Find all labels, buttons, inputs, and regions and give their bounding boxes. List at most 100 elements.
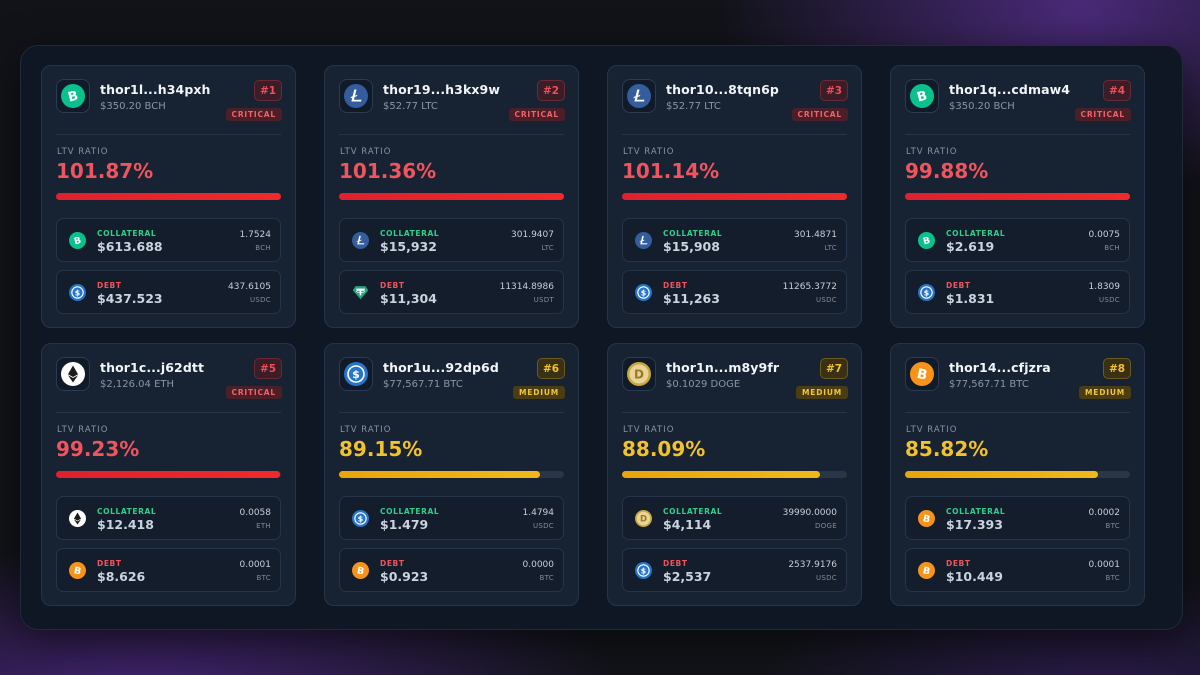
collateral-amount: 0.0075 bbox=[1088, 230, 1121, 240]
position-card[interactable]: thor10...8tqn6p $52.77 LTC #3 CRITICAL L… bbox=[607, 65, 862, 328]
ltv-progress-fill bbox=[339, 471, 540, 478]
ltv-progress-fill bbox=[622, 471, 821, 478]
debt-amount: 0.0001 bbox=[1088, 560, 1121, 570]
ltc-icon bbox=[352, 232, 369, 249]
position-card[interactable]: thor1c...j62dtt $2,126.04 ETH #5 CRITICA… bbox=[41, 343, 296, 606]
rank-badge: #5 bbox=[254, 358, 282, 379]
debt-unit: USDC bbox=[815, 574, 837, 582]
debt-amount: 0.0000 bbox=[522, 560, 555, 570]
ltv-progress-fill bbox=[622, 193, 847, 200]
wallet-address[interactable]: thor10...8tqn6p bbox=[666, 82, 779, 97]
collateral-amount: 301.9407 bbox=[511, 230, 554, 240]
wallet-address[interactable]: thor1l...h34pxh bbox=[100, 82, 211, 97]
debt-value: $8.626 bbox=[97, 569, 146, 584]
collateral-unit: BTC bbox=[1105, 522, 1120, 530]
svg-text:B: B bbox=[916, 89, 929, 106]
wallet-address[interactable]: thor1n...m8y9fr bbox=[666, 360, 780, 375]
collateral-value: $613.688 bbox=[97, 239, 163, 254]
svg-text:$: $ bbox=[641, 288, 646, 297]
collateral-box: B COLLATERAL $2.619 0.0075 BCH bbox=[905, 218, 1130, 262]
ltv-value: 89.15% bbox=[339, 437, 423, 461]
ltv-progress-fill bbox=[56, 471, 280, 478]
bch-icon: B bbox=[905, 79, 939, 113]
collateral-value: $2.619 bbox=[946, 239, 995, 254]
usdc-icon: $ bbox=[339, 357, 373, 391]
ltv-value: 99.88% bbox=[905, 159, 989, 183]
asset-price: $2,126.04 ETH bbox=[100, 379, 175, 390]
rank-badge: #7 bbox=[820, 358, 848, 379]
ltv-label: LTV RATIO bbox=[623, 425, 675, 435]
ltc-icon bbox=[635, 232, 652, 249]
svg-text:D: D bbox=[640, 515, 647, 525]
position-card[interactable]: B thor1l...h34pxh $350.20 BCH #1 CRITICA… bbox=[41, 65, 296, 328]
usdc-icon: $ bbox=[69, 284, 86, 301]
collateral-box: $ COLLATERAL $1.479 1.4794 USDC bbox=[339, 496, 564, 540]
collateral-unit: ETH bbox=[256, 522, 271, 530]
ltv-progress-bar bbox=[905, 193, 1130, 200]
wallet-address[interactable]: thor19...h3kx9w bbox=[383, 82, 500, 97]
collateral-value: $15,932 bbox=[380, 239, 437, 254]
ltv-progress-fill bbox=[56, 193, 281, 200]
asset-price: $52.77 LTC bbox=[383, 101, 438, 112]
ltv-progress-bar bbox=[339, 193, 564, 200]
debt-label: DEBT bbox=[380, 559, 405, 568]
debt-label: DEBT bbox=[946, 559, 971, 568]
ltv-value: 101.87% bbox=[56, 159, 154, 183]
collateral-box: COLLATERAL $12.418 0.0058 ETH bbox=[56, 496, 281, 540]
debt-box: $ DEBT $1.831 1.8309 USDC bbox=[905, 270, 1130, 314]
debt-box: B DEBT $0.923 0.0000 BTC bbox=[339, 548, 564, 592]
ltv-progress-bar bbox=[622, 193, 847, 200]
wallet-address[interactable]: thor1u...92dp6d bbox=[383, 360, 499, 375]
divider bbox=[56, 412, 281, 413]
severity-badge: CRITICAL bbox=[791, 108, 848, 121]
collateral-amount: 39990.0000 bbox=[782, 508, 837, 518]
position-card[interactable]: $ thor1u...92dp6d $77,567.71 BTC #6 MEDI… bbox=[324, 343, 579, 606]
collateral-unit: BCH bbox=[1104, 244, 1120, 252]
debt-label: DEBT bbox=[97, 559, 122, 568]
wallet-address[interactable]: thor14...cfjzra bbox=[949, 360, 1051, 375]
ltv-progress-bar bbox=[905, 471, 1130, 478]
debt-value: $1.831 bbox=[946, 291, 995, 306]
debt-box: B DEBT $8.626 0.0001 BTC bbox=[56, 548, 281, 592]
btc-icon: B bbox=[352, 562, 369, 579]
collateral-unit: LTC bbox=[541, 244, 554, 252]
collateral-value: $4,114 bbox=[663, 517, 712, 532]
collateral-label: COLLATERAL bbox=[97, 507, 157, 516]
position-card[interactable]: thor19...h3kx9w $52.77 LTC #2 CRITICAL L… bbox=[324, 65, 579, 328]
debt-box: $ DEBT $437.523 437.6105 USDC bbox=[56, 270, 281, 314]
ltv-label: LTV RATIO bbox=[340, 425, 392, 435]
ltv-value: 101.36% bbox=[339, 159, 437, 183]
eth-icon bbox=[56, 357, 90, 391]
rank-badge: #8 bbox=[1103, 358, 1131, 379]
btc-icon: B bbox=[918, 510, 935, 527]
wallet-address[interactable]: thor1c...j62dtt bbox=[100, 360, 205, 375]
debt-unit: USDT bbox=[533, 296, 554, 304]
collateral-value: $17.393 bbox=[946, 517, 1003, 532]
collateral-unit: LTC bbox=[824, 244, 837, 252]
svg-text:D: D bbox=[634, 368, 644, 382]
usdc-icon: $ bbox=[635, 562, 652, 579]
position-card[interactable]: D thor1n...m8y9fr $0.1029 DOGE #7 MEDIUM… bbox=[607, 343, 862, 606]
wallet-address[interactable]: thor1q...cdmaw4 bbox=[949, 82, 1071, 97]
collateral-value: $12.418 bbox=[97, 517, 154, 532]
asset-price: $350.20 BCH bbox=[100, 101, 166, 112]
divider bbox=[56, 134, 281, 135]
debt-value: $10.449 bbox=[946, 569, 1003, 584]
severity-badge: MEDIUM bbox=[1079, 386, 1131, 399]
position-card[interactable]: B thor1q...cdmaw4 $350.20 BCH #4 CRITICA… bbox=[890, 65, 1145, 328]
collateral-box: D COLLATERAL $4,114 39990.0000 DOGE bbox=[622, 496, 847, 540]
collateral-amount: 0.0002 bbox=[1088, 508, 1121, 518]
ltv-label: LTV RATIO bbox=[340, 147, 392, 157]
debt-label: DEBT bbox=[946, 281, 971, 290]
asset-price: $0.1029 DOGE bbox=[666, 379, 741, 390]
rank-badge: #2 bbox=[537, 80, 565, 101]
debt-amount: 0.0001 bbox=[239, 560, 272, 570]
ltv-progress-fill bbox=[905, 193, 1130, 200]
usdt-icon bbox=[352, 284, 369, 301]
position-card[interactable]: B thor14...cfjzra $77,567.71 BTC #8 MEDI… bbox=[890, 343, 1145, 606]
debt-value: $0.923 bbox=[380, 569, 429, 584]
asset-price: $77,567.71 BTC bbox=[949, 379, 1029, 390]
rank-badge: #3 bbox=[820, 80, 848, 101]
collateral-label: COLLATERAL bbox=[946, 507, 1006, 516]
debt-label: DEBT bbox=[663, 281, 688, 290]
